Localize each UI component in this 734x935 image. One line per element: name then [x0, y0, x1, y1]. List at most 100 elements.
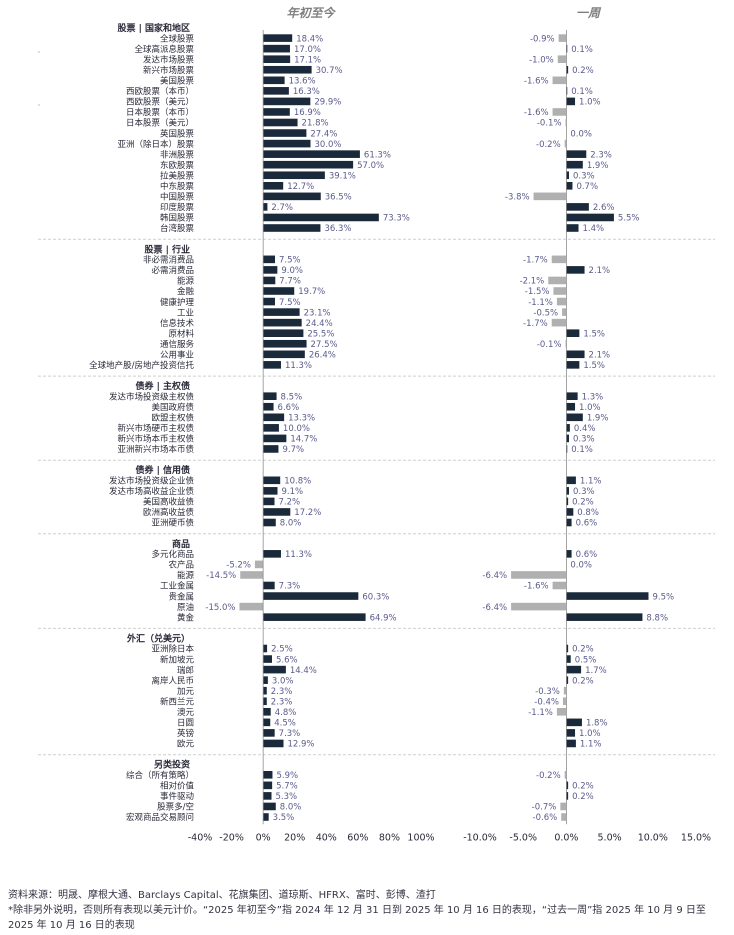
ytd-bar [263, 350, 305, 359]
week-bar [556, 708, 567, 716]
category-label: 黄金 [177, 612, 195, 623]
category-label: 全球地产股/房地产投资信托 [89, 360, 194, 371]
ytd-data-label: 2.3% [271, 687, 293, 697]
ytd-bar [263, 697, 267, 706]
category-label: 亚洲（除日本）股票 [117, 139, 194, 150]
ytd-data-label: 10.8% [284, 477, 311, 487]
ytd-data-label: 3.0% [272, 676, 294, 686]
ytd-bar [263, 171, 325, 180]
week-data-label: -1.7% [523, 319, 548, 329]
week-bar [566, 792, 569, 800]
section-title: 外汇（兑美元） [126, 632, 190, 644]
week-data-label: 1.5% [583, 329, 605, 339]
ytd-data-label: 19.7% [298, 287, 325, 297]
ytd-bar [263, 581, 275, 590]
ytd-data-label: 7.5% [279, 298, 301, 308]
week-data-label: -1.1% [528, 298, 553, 308]
category-label: 澳元 [177, 707, 195, 718]
ytd-data-label: 30.0% [315, 140, 342, 150]
week-bar [566, 224, 579, 232]
week-bar [566, 402, 576, 411]
ytd-bar [263, 655, 272, 663]
category-label: 通信服务 [160, 339, 195, 350]
week-bar [562, 308, 567, 316]
category-label: 新兴市场硬币主权债 [117, 423, 194, 434]
category-label: 亚洲新兴市场本币债 [117, 444, 194, 455]
ytd-bar [263, 255, 275, 264]
week-bar [566, 781, 569, 790]
category-label: 原油 [177, 602, 194, 613]
week-bar [566, 392, 578, 400]
week-bar [566, 739, 576, 748]
week-bar [566, 182, 573, 190]
week-bar [564, 771, 567, 779]
week-data-label: 1.0% [579, 729, 601, 739]
ytd-data-label: 5.6% [276, 655, 298, 665]
category-label: 发达市场投资级主权债 [109, 391, 195, 402]
ytd-bar [263, 792, 272, 800]
week-data-label: -0.1% [537, 340, 562, 350]
category-label: 拉美股票 [160, 170, 195, 181]
ytd-bar [263, 339, 307, 348]
week-data-label: 1.5% [583, 361, 605, 371]
ytd-data-label: -14.5% [206, 571, 236, 581]
category-label: 工业 [177, 307, 194, 318]
week-x-tick-label: 5.0% [598, 832, 622, 843]
ytd-bar [263, 297, 275, 306]
ytd-bar [263, 497, 275, 506]
week-bar [566, 718, 582, 727]
ytd-bar [263, 213, 379, 222]
week-data-label: 2.6% [593, 203, 615, 213]
category-label: 日本股票（美元） [126, 118, 194, 129]
week-bar [561, 813, 567, 821]
ytd-data-label: 7.3% [279, 729, 301, 739]
week-bar [566, 44, 568, 53]
footer-note: *除非另外说明，否则所有表现以美元计价。“2025 年初至今”指 2024 年 … [8, 905, 706, 931]
ytd-bar [263, 76, 285, 85]
ytd-bar [263, 487, 278, 495]
ytd-x-tick-label: 100% [407, 832, 434, 843]
week-data-label: -0.9% [530, 34, 555, 44]
week-bar [566, 203, 589, 211]
week-bar [511, 571, 567, 579]
ytd-bar [263, 160, 354, 169]
week-data-label: 0.6% [576, 519, 598, 529]
ytd-data-label: 17.0% [294, 45, 321, 55]
category-label: 贵金属 [168, 591, 194, 602]
week-data-label: 8.8% [646, 613, 668, 623]
week-data-label: -1.6% [524, 108, 549, 118]
week-data-label: 0.2% [572, 782, 594, 792]
ytd-data-label: 39.1% [329, 171, 356, 181]
ytd-data-label: 2.3% [271, 697, 293, 707]
week-bar [566, 518, 572, 527]
week-data-label: 0.2% [572, 66, 594, 76]
week-bar [566, 550, 572, 558]
week-data-label: 1.0% [579, 98, 601, 108]
week-bar [562, 697, 567, 706]
week-data-label: 0.7% [576, 182, 598, 192]
category-label: 全球高派息股票 [134, 44, 194, 55]
ytd-data-label: -15.0% [205, 603, 235, 613]
ytd-bar [263, 518, 276, 527]
week-bar [548, 276, 567, 285]
week-data-label: 2.1% [589, 351, 611, 361]
week-bar [566, 213, 614, 222]
week-data-label: 1.8% [586, 719, 608, 729]
ytd-bar [263, 665, 286, 674]
ytd-data-label: 12.9% [288, 740, 315, 750]
week-x-tick-label: -10.0% [463, 832, 497, 843]
ytd-data-label: 5.3% [276, 792, 298, 802]
category-label: 原材料 [168, 328, 194, 339]
category-label: 台湾股票 [160, 223, 195, 234]
ytd-x-tick-label: 40% [316, 832, 337, 843]
ytd-data-label: 29.9% [314, 98, 341, 108]
ytd-bar [263, 287, 295, 295]
ytd-data-label: 24.4% [306, 319, 333, 329]
section-title: 另类投资 [154, 759, 190, 771]
ytd-data-label: 73.3% [383, 214, 410, 224]
week-x-tick-label: 0.0% [554, 832, 578, 843]
week-data-label: -1.5% [525, 287, 550, 297]
category-label: 亚洲硬币债 [151, 518, 194, 529]
week-bar [565, 339, 567, 348]
section-title: 债券 | 主权债 [135, 380, 190, 392]
